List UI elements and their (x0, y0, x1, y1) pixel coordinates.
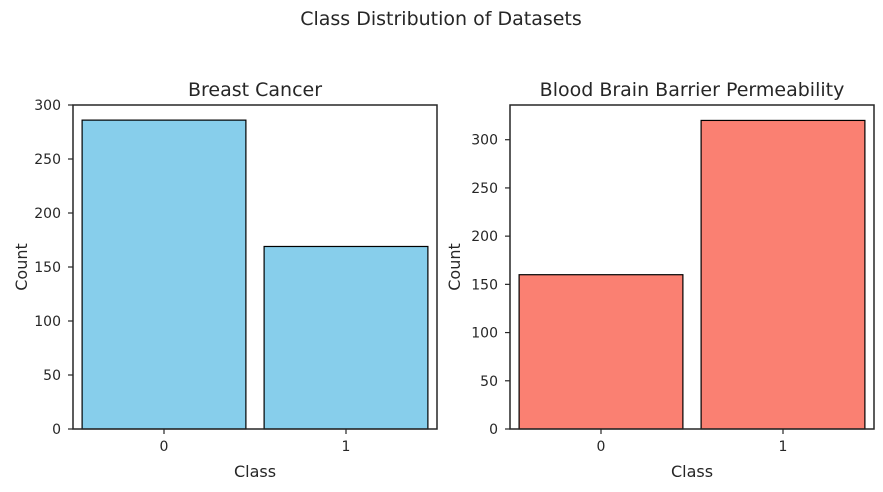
y-tick-label: 250 (471, 181, 498, 197)
axes-frame (72, 104, 438, 430)
bar-1 (700, 119, 866, 430)
y-tick-label: 0 (52, 422, 61, 438)
y-tick-label: 250 (34, 152, 61, 168)
y-tick-label: 0 (489, 422, 498, 438)
y-tick-label: 150 (471, 277, 498, 293)
figure-suptitle: Class Distribution of Datasets (300, 8, 582, 30)
y-axis-label: Count (445, 243, 464, 291)
axes-frame (509, 104, 875, 430)
x-axis-label: Class (671, 462, 713, 481)
x-tick-label: 0 (597, 439, 606, 455)
bar-0 (518, 274, 684, 430)
x-tick-label: 0 (160, 439, 169, 455)
chart-title: Breast Cancer (188, 79, 322, 101)
chart-breast-cancer: Breast Cancer Class Count 0 1 0 50 100 150 200… (12, 79, 438, 481)
y-tick-label: 50 (480, 374, 498, 390)
y-tick-label: 300 (471, 133, 498, 149)
chart-blood-brain-barrier: Blood Brain Barrier Permeability Class C… (445, 79, 875, 481)
x-tick-label: 1 (342, 439, 351, 455)
x-tick-label: 1 (779, 439, 788, 455)
y-tick-label: 200 (471, 229, 498, 245)
y-tick-label: 50 (43, 368, 61, 384)
y-tick-label: 200 (34, 206, 61, 222)
y-tick-label: 300 (34, 98, 61, 114)
bar-0 (81, 119, 247, 430)
chart-title: Blood Brain Barrier Permeability (540, 79, 845, 101)
x-axis-label: Class (234, 462, 276, 481)
y-tick-label: 150 (34, 260, 61, 276)
y-tick-label: 100 (34, 314, 61, 330)
bar-1 (263, 245, 429, 430)
y-axis-label: Count (12, 243, 31, 291)
y-tick-label: 100 (471, 326, 498, 342)
